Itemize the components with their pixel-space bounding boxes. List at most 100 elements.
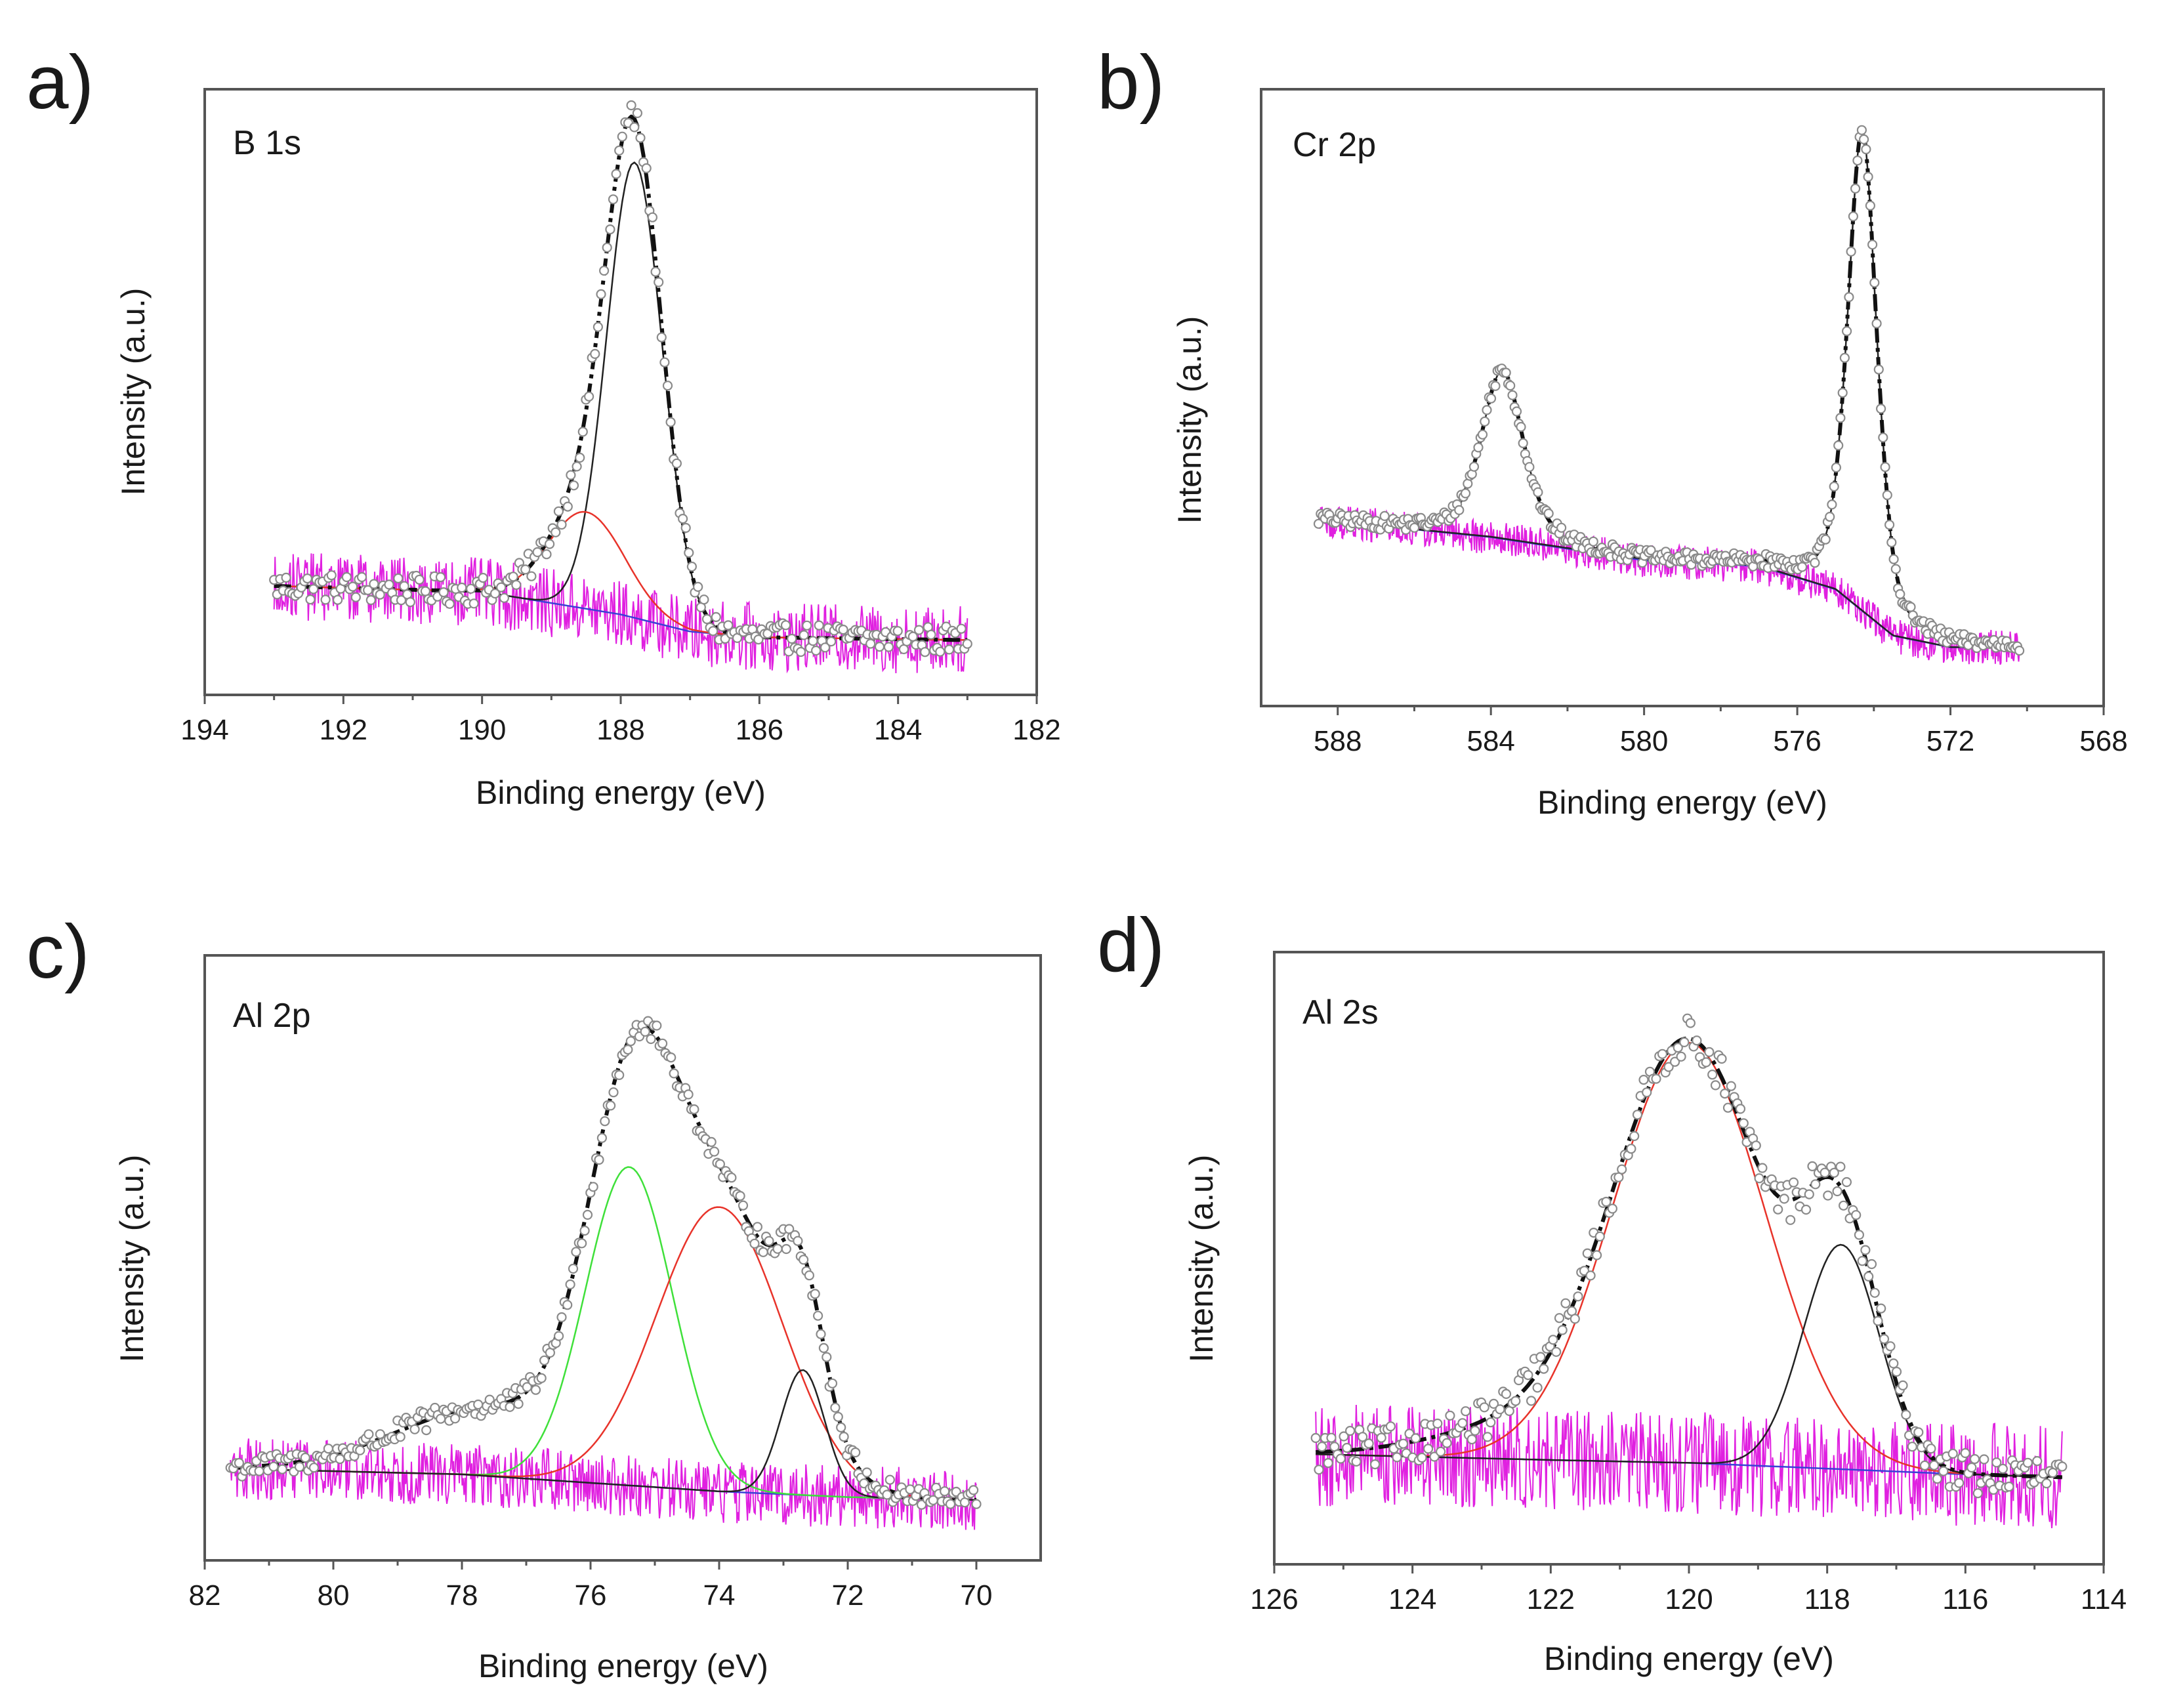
data-point-c — [689, 1104, 699, 1115]
data-point-c — [594, 1154, 604, 1165]
data-point-d — [1717, 1053, 1727, 1064]
data-point-a — [665, 417, 676, 427]
data-point-c — [600, 1116, 610, 1127]
data-point-c — [409, 1424, 420, 1434]
data-point-a — [787, 633, 797, 644]
data-point-a — [701, 614, 713, 625]
data-point-c — [818, 1343, 829, 1353]
data-point-d — [1720, 1088, 1730, 1099]
data-point-c — [562, 1300, 573, 1310]
data-point-d — [1607, 1203, 1617, 1214]
data-point-b — [1878, 432, 1888, 443]
data-point-b — [1543, 508, 1554, 519]
data-point-d — [1891, 1366, 1902, 1377]
data-point-d — [2057, 1461, 2068, 1472]
x-tick-label-a-2: 190 — [458, 714, 506, 746]
x-tick-label-a-6: 182 — [1012, 714, 1060, 746]
data-point-c — [565, 1279, 575, 1290]
data-point-b — [1867, 240, 1878, 250]
data-point-c — [588, 1182, 598, 1192]
data-point-a — [590, 348, 600, 360]
data-point-d — [1863, 1271, 1874, 1282]
y-axis-label-a: Intensity (a.u.) — [115, 288, 152, 496]
data-point-b — [1871, 318, 1882, 329]
data-point-a — [662, 381, 673, 391]
data-point-a — [935, 646, 946, 657]
data-point-c — [513, 1398, 524, 1409]
data-point-a — [281, 572, 291, 583]
data-point-a — [520, 564, 531, 575]
data-point-a — [617, 131, 627, 142]
data-point-d — [1800, 1204, 1812, 1215]
data-point-a — [575, 452, 585, 463]
x-tick-label-b-2: 580 — [1620, 725, 1668, 757]
data-point-a — [647, 212, 658, 222]
data-point-d — [1326, 1432, 1337, 1443]
data-point-d — [1901, 1409, 1911, 1420]
data-point-c — [268, 1461, 279, 1472]
data-point-a — [883, 642, 894, 652]
data-point-d — [1342, 1442, 1352, 1453]
data-point-d — [1707, 1070, 1718, 1080]
panel-d: d) Al 2s Binding energy (eV) Intensity (… — [1097, 902, 2127, 1677]
data-point-d — [1876, 1303, 1886, 1314]
data-point-d — [1751, 1140, 1761, 1151]
data-point-b — [1454, 505, 1465, 516]
data-point-b — [1856, 125, 1867, 135]
x-tick-label-c-4: 74 — [703, 1579, 736, 1612]
data-point-c — [605, 1100, 616, 1111]
data-point-b — [1477, 429, 1488, 440]
data-point-d — [1601, 1196, 1612, 1207]
data-point-d — [2004, 1482, 2014, 1492]
data-point-d — [1701, 1057, 1711, 1068]
data-point-d — [1432, 1418, 1443, 1429]
data-point-c — [793, 1236, 803, 1246]
x-tick-label-d-6: 114 — [2081, 1583, 2127, 1615]
data-point-b — [1313, 518, 1324, 529]
data-point-d — [1557, 1325, 1568, 1335]
data-point-a — [753, 634, 764, 645]
data-point-d — [1560, 1298, 1571, 1308]
data-point-d — [1467, 1434, 1477, 1445]
data-point-a — [568, 480, 579, 491]
data-point-d — [1879, 1333, 1890, 1344]
data-point-b — [1831, 462, 1841, 473]
data-point-d — [1960, 1448, 1970, 1459]
data-point-d — [1710, 1080, 1721, 1091]
data-point-c — [294, 1461, 305, 1472]
data-point-d — [1832, 1186, 1842, 1197]
data-point-b — [1850, 183, 1861, 194]
data-point-d — [1835, 1161, 1846, 1172]
data-point-a — [396, 595, 407, 606]
data-point-b — [1511, 406, 1522, 417]
data-point-a — [347, 581, 358, 592]
data-point-c — [749, 1238, 760, 1249]
x-axis-label-a: Binding energy (eV) — [476, 774, 766, 811]
data-point-a — [635, 133, 646, 143]
x-ticks-a: 194 192 190 188 186 184 182 — [180, 695, 1061, 746]
data-point-d — [1823, 1190, 1833, 1201]
data-point-a — [572, 461, 582, 472]
data-point-d — [1482, 1432, 1493, 1442]
data-point-d — [1501, 1388, 1512, 1399]
data-point-c — [608, 1087, 619, 1098]
data-point-a — [780, 620, 791, 631]
data-point-a — [332, 594, 343, 605]
plot-frame-c — [203, 954, 1042, 1562]
data-point-c — [683, 1089, 694, 1100]
data-point-a — [838, 624, 848, 635]
data-point-c — [277, 1464, 287, 1474]
data-point-d — [1523, 1370, 1533, 1381]
data-point-d — [1617, 1164, 1627, 1175]
data-point-c — [625, 1036, 636, 1047]
data-point-b — [1863, 171, 1873, 182]
residual-line-d — [1315, 1404, 2063, 1528]
data-point-d — [2022, 1457, 2033, 1468]
data-point-c — [968, 1485, 979, 1495]
data-point-d — [2032, 1456, 2043, 1467]
x-tick-label-c-3: 76 — [575, 1579, 607, 1612]
data-point-a — [956, 623, 967, 634]
data-point-c — [971, 1499, 982, 1509]
data-point-c — [810, 1289, 820, 1299]
x-tick-label-a-3: 188 — [596, 714, 644, 746]
